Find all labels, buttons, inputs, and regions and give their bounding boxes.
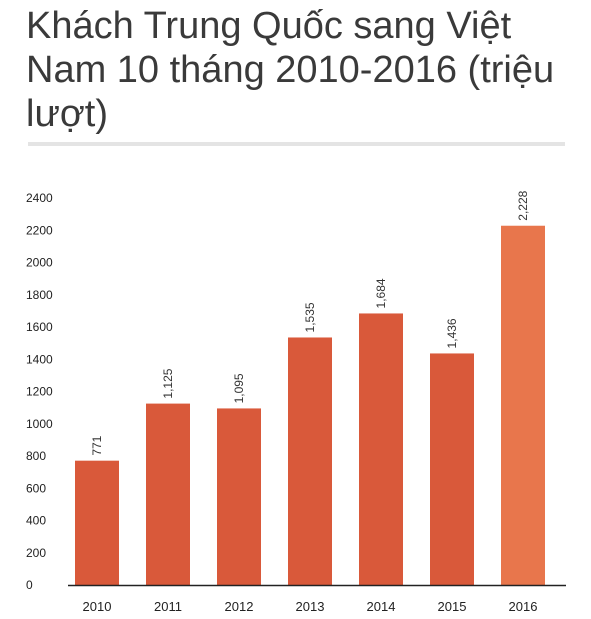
y-tick-label: 2200	[26, 223, 53, 237]
y-tick-label: 1600	[26, 320, 53, 334]
title-divider	[28, 142, 565, 146]
bars	[75, 225, 545, 586]
y-tick-label: 400	[26, 514, 46, 528]
bar-2016	[501, 225, 545, 586]
y-tick-label: 0	[26, 578, 33, 592]
x-tick-label-2015: 2015	[438, 599, 467, 614]
y-tick-label: 1000	[26, 417, 53, 431]
x-tick-label-2010: 2010	[83, 599, 112, 614]
x-axis-labels: 2010 2011 2012 2013 2014 2015 2016	[83, 599, 538, 614]
y-tick-label: 1400	[26, 352, 53, 366]
data-labels: 771 1,125 1,095 1,535 1,684 1,436 2,228	[90, 190, 530, 455]
bar-2011	[146, 403, 190, 585]
bar-2014	[359, 313, 403, 585]
data-label-2012: 1,095	[232, 373, 246, 403]
y-tick-label: 2400	[26, 191, 53, 205]
bar-2010	[75, 460, 119, 585]
data-label-2015: 1,436	[445, 318, 459, 348]
data-label-2013: 1,535	[303, 302, 317, 332]
y-tick-label: 1200	[26, 385, 53, 399]
bar-2013	[288, 337, 332, 585]
bar-2015	[430, 353, 474, 585]
y-axis-ticks: 0 200 400 600 800 1000 1200 1400 1600 1800 2000 220…	[26, 191, 53, 592]
y-tick-label: 1800	[26, 288, 53, 302]
x-tick-label-2011: 2011	[154, 599, 182, 614]
y-tick-label: 600	[26, 481, 46, 495]
x-tick-label-2013: 2013	[296, 599, 325, 614]
bar-2012	[217, 408, 261, 585]
data-label-2016: 2,228	[516, 190, 530, 220]
x-tick-label-2012: 2012	[225, 599, 254, 614]
y-tick-label: 800	[26, 449, 46, 463]
data-label-2010: 771	[90, 435, 104, 455]
x-tick-label-2014: 2014	[367, 599, 396, 614]
data-label-2011: 1,125	[161, 368, 175, 398]
y-tick-label: 200	[26, 546, 46, 560]
chart-title: Khách Trung Quốc sang Việt Nam 10 tháng …	[26, 5, 555, 135]
x-tick-label-2016: 2016	[509, 599, 538, 614]
data-label-2014: 1,684	[374, 278, 388, 308]
y-tick-label: 2000	[26, 256, 53, 270]
